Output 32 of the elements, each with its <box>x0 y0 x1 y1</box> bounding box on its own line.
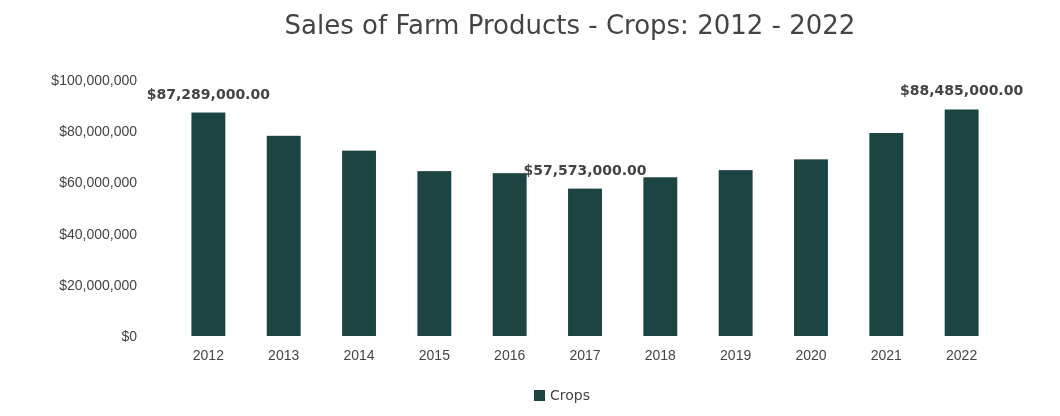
data-label: $88,485,000.00 <box>900 82 1024 99</box>
bar <box>568 188 602 336</box>
bar <box>643 177 678 336</box>
data-label: $87,289,000.00 <box>146 85 271 102</box>
chart-title: Sales of Farm Products - Crops: 2012 - 2022 <box>284 10 856 40</box>
bar <box>266 135 301 336</box>
bar <box>944 109 979 336</box>
y-tick-label: $100,000,000 <box>51 71 138 88</box>
bar <box>191 112 226 336</box>
x-tick-label: 2022 <box>946 346 978 363</box>
bar <box>718 170 753 336</box>
x-tick-label: 2016 <box>494 346 526 363</box>
bar <box>869 132 904 336</box>
x-tick-label: 2019 <box>720 346 752 363</box>
x-tick-label: 2017 <box>569 346 601 363</box>
y-tick-label: $40,000,000 <box>59 225 138 242</box>
y-tick-label: $80,000,000 <box>59 123 138 140</box>
y-tick-label: $0 <box>121 327 138 344</box>
data-label: $57,573,000.00 <box>523 161 647 178</box>
y-tick-label: $60,000,000 <box>59 174 138 191</box>
legend-label: Crops <box>550 387 590 403</box>
x-tick-label: 2015 <box>418 346 451 363</box>
x-tick-label: 2018 <box>644 346 677 363</box>
x-tick-label: 2020 <box>795 346 827 363</box>
bar <box>417 171 452 336</box>
y-tick-label: $20,000,000 <box>59 276 138 293</box>
x-tick-label: 2012 <box>192 346 225 363</box>
bar <box>794 159 828 336</box>
bar <box>342 150 376 336</box>
x-tick-label: 2013 <box>268 346 300 363</box>
x-tick-label: 2014 <box>343 346 375 363</box>
x-tick-label: 2021 <box>870 346 903 363</box>
